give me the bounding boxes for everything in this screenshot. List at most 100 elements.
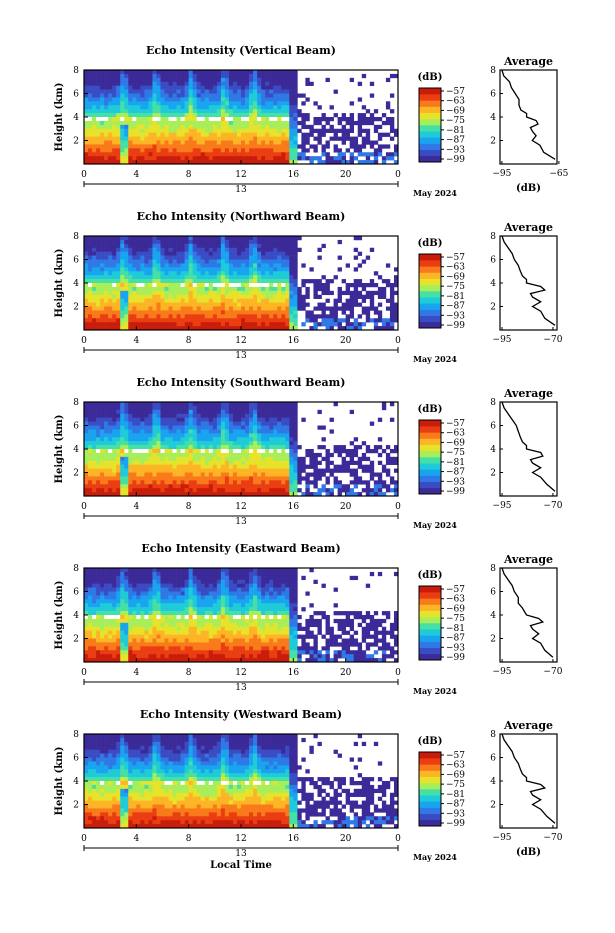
heatmap-cell [100, 322, 104, 326]
heatmap-cell [354, 303, 358, 307]
heatmap-cell [257, 473, 261, 477]
heatmap-cell [193, 94, 197, 98]
heatmap-cell [289, 457, 293, 461]
heatmap-cells [84, 70, 398, 164]
heatmap-cell [185, 101, 189, 105]
heatmap-cell [92, 291, 96, 295]
heatmap-cell [100, 414, 104, 418]
heatmap-cell [104, 303, 108, 307]
heatmap-cell [201, 322, 205, 326]
heatmap-cell [241, 109, 245, 113]
heatmap-cell [100, 584, 104, 588]
heatmap-cell [116, 271, 120, 275]
heatmap-cell [245, 129, 249, 133]
heatmap-cell [124, 322, 128, 326]
heatmap-cell [253, 445, 257, 449]
heatmap-cell [253, 267, 257, 271]
heatmap-cell [92, 650, 96, 654]
heatmap-cell [144, 90, 148, 94]
heatmap-cell [330, 314, 334, 318]
heatmap-cell [124, 603, 128, 607]
heatmap-cell [326, 283, 330, 287]
heatmap-cell [136, 410, 140, 414]
heatmap-cell [120, 457, 124, 461]
heatmap-cell [197, 422, 201, 426]
heatmap-cell [140, 465, 144, 469]
heatmap-cell [225, 279, 229, 283]
heatmap-cell [253, 144, 257, 148]
heatmap-cell [140, 473, 144, 477]
heatmap-cell [124, 256, 128, 260]
heatmap-cell [152, 86, 156, 90]
heatmap-cell [177, 78, 181, 82]
heatmap-cell [140, 90, 144, 94]
heatmap-cell [173, 263, 177, 267]
heatmap-cell [221, 248, 225, 252]
heatmap-cell [169, 275, 173, 279]
heatmap-cell [92, 488, 96, 492]
heatmap-cell [92, 433, 96, 437]
heatmap-cell [253, 70, 257, 74]
heatmap-cell [261, 283, 265, 287]
heatmap-cell [285, 275, 289, 279]
heatmap-cell [84, 287, 88, 291]
heatmap-cell [249, 256, 253, 260]
heatmap-cell [265, 484, 269, 488]
heatmap-cell [116, 639, 120, 643]
heatmap-cell [245, 457, 249, 461]
heatmap-cell [156, 117, 160, 121]
heatmap-cell [152, 429, 156, 433]
colorbar-tick-label: −93 [446, 477, 465, 487]
heatmap-cell [249, 275, 253, 279]
heatmap-cell [289, 283, 293, 287]
heatmap-cell [241, 70, 245, 74]
heatmap-cell [160, 78, 164, 82]
heatmap-cell [309, 310, 313, 314]
heatmap-cell [209, 267, 213, 271]
colorbar-tick-label: −81 [446, 458, 465, 468]
heatmap-cell [281, 152, 285, 156]
heatmap-cell [370, 299, 374, 303]
heatmap-cell [205, 117, 209, 121]
heatmap-cell [144, 117, 148, 121]
heatmap-cell [177, 488, 181, 492]
heatmap-cell [201, 429, 205, 433]
heatmap-cell [108, 236, 112, 240]
heatmap-cell [136, 105, 140, 109]
heatmap-cell [132, 627, 136, 631]
heatmap-cell [338, 469, 342, 473]
heatmap-cell [193, 484, 197, 488]
heatmap-cell [108, 295, 112, 299]
colorbar: (dB)−57−63−69−75−81−87−93−99 [418, 72, 466, 165]
heatmap-cell [185, 299, 189, 303]
heatmap-cell [185, 314, 189, 318]
heatmap-cell [257, 244, 261, 248]
heatmap-cell [96, 650, 100, 654]
heatmap-cell [273, 310, 277, 314]
heatmap-cell [245, 109, 249, 113]
heatmap-cell [100, 484, 104, 488]
heatmap-cell [108, 248, 112, 252]
heatmap-cell [193, 418, 197, 422]
heatmap-cell [173, 422, 177, 426]
heatmap-cell [120, 240, 124, 244]
heatmap-cell [213, 244, 217, 248]
heatmap-cell [313, 291, 317, 295]
heatmap-cell [140, 121, 144, 125]
heatmap-cell [285, 109, 289, 113]
heatmap-cell [181, 78, 185, 82]
heatmap-cell [197, 101, 201, 105]
heatmap-cell [169, 256, 173, 260]
heatmap-cell [116, 244, 120, 248]
heatmap-cell [217, 322, 221, 326]
heatmap-cell [245, 152, 249, 156]
heatmap-cell [108, 260, 112, 264]
heatmap-cell [112, 152, 116, 156]
heatmap-cell [221, 484, 225, 488]
heatmap-cell [156, 283, 160, 287]
heatmap-cell [241, 295, 245, 299]
heatmap-cell [197, 94, 201, 98]
heatmap-cell [92, 603, 96, 607]
heatmap-cell [148, 295, 152, 299]
heatmap-cell [128, 406, 132, 410]
